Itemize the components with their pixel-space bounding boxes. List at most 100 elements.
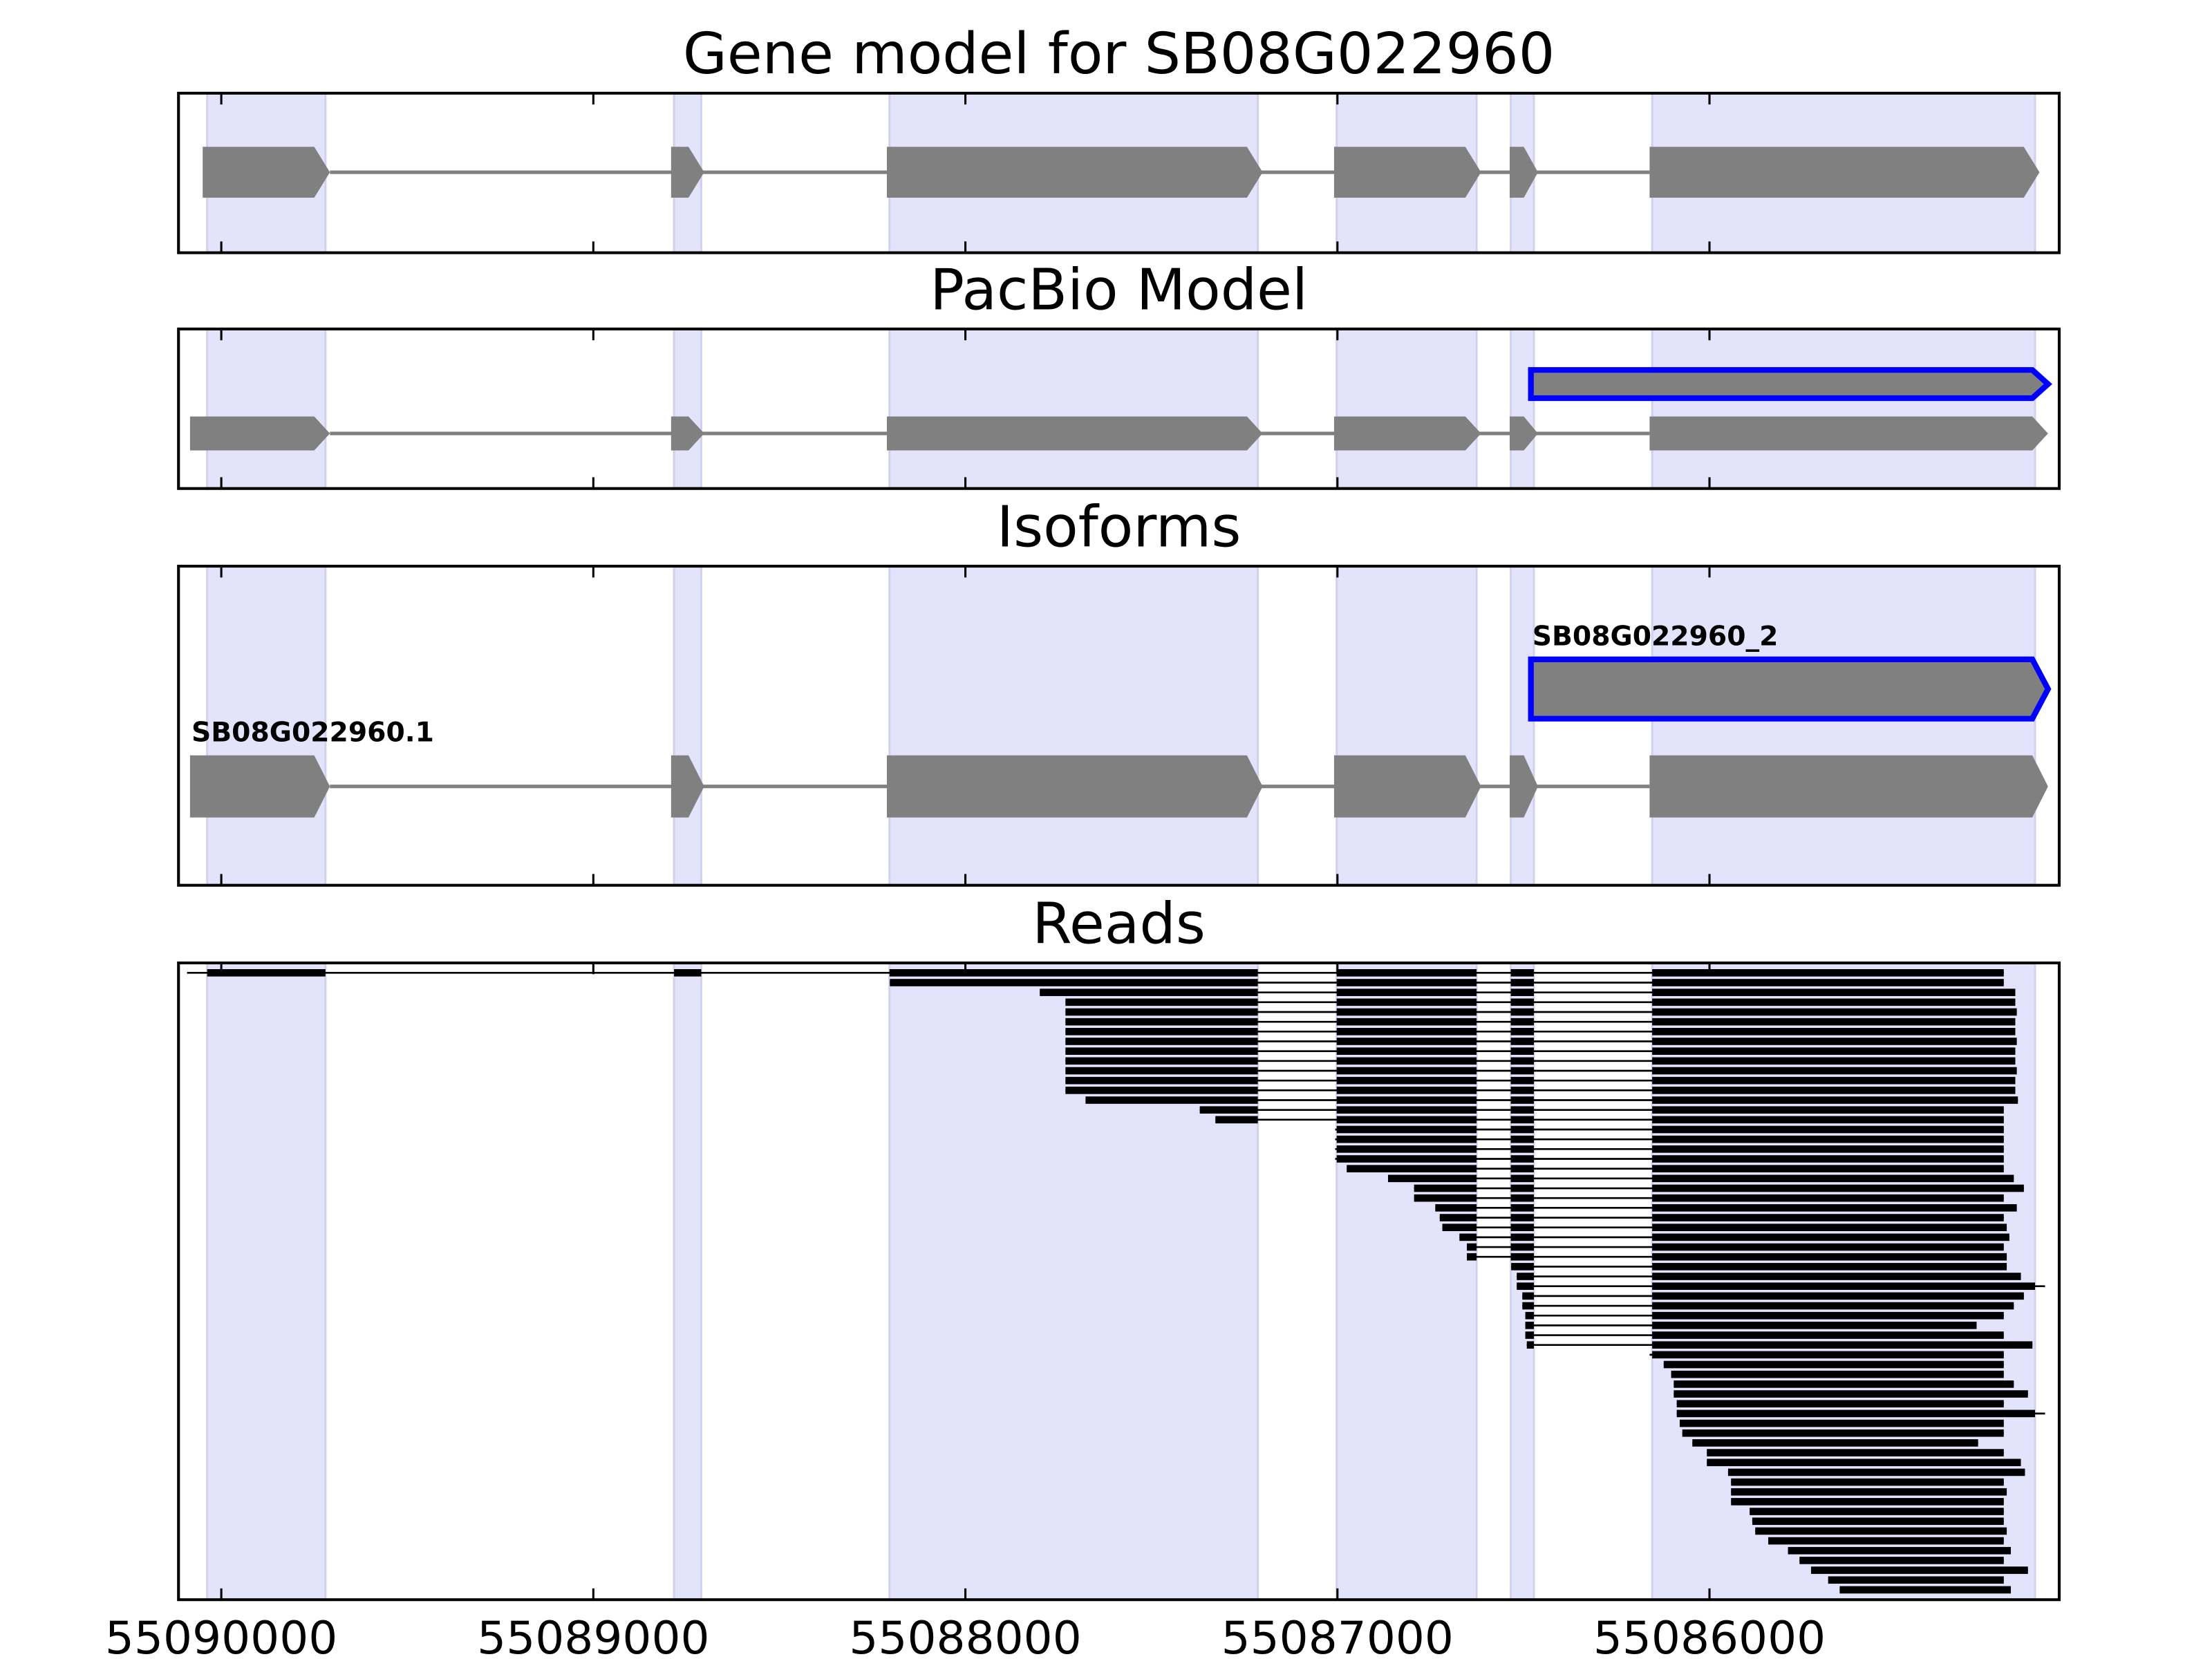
read-block	[1652, 1263, 2007, 1271]
read-block	[1671, 1370, 2004, 1378]
read-block	[1522, 1292, 1534, 1300]
read-block	[1510, 1096, 1534, 1104]
exon	[189, 755, 330, 818]
read-block	[1065, 1087, 1258, 1094]
read-block	[1522, 1302, 1534, 1310]
read-block	[1215, 1116, 1258, 1124]
read-block	[1652, 1243, 2004, 1251]
read-block	[1525, 1331, 1534, 1339]
read-block	[1065, 1018, 1258, 1026]
x-tick-label: 55089000	[477, 1611, 709, 1659]
read-block	[1336, 998, 1477, 1006]
read-block	[1810, 1566, 2028, 1574]
read-block	[1336, 1116, 1477, 1124]
exon-region	[1335, 565, 1478, 887]
read-block	[1517, 1282, 1534, 1291]
exon-region	[673, 328, 702, 490]
exon	[1649, 147, 2040, 198]
read-block	[1510, 1008, 1534, 1016]
read-block	[1510, 1106, 1534, 1114]
read-block	[1731, 1488, 2007, 1496]
read-block	[1676, 1400, 2004, 1408]
read-block	[1652, 1125, 2004, 1134]
read-block	[1467, 1243, 1477, 1251]
read-block	[1707, 1459, 2021, 1467]
read-block	[1510, 1165, 1534, 1172]
x-tick-label: 55086000	[1593, 1611, 1826, 1659]
read-block	[1525, 1311, 1534, 1320]
read-block	[1336, 1135, 1477, 1143]
exon	[887, 147, 1263, 198]
panel-frame	[177, 91, 2061, 254]
exon	[1509, 755, 1538, 818]
panel: PacBio Model	[177, 258, 2061, 490]
read-block	[1652, 1224, 2007, 1232]
read-block	[1676, 1409, 2035, 1418]
read-block	[1414, 1194, 1477, 1202]
read-block	[1652, 1047, 2016, 1055]
read-block	[1065, 1067, 1258, 1075]
read-block	[1510, 1047, 1534, 1055]
read-block	[1467, 1253, 1477, 1261]
exon	[1333, 755, 1481, 818]
exon-region	[673, 565, 702, 887]
read-block	[1510, 1076, 1534, 1085]
exon	[203, 147, 330, 198]
read-block	[1752, 1517, 2004, 1526]
exon	[887, 416, 1263, 451]
read-block	[1414, 1184, 1477, 1192]
read-block	[1510, 1018, 1534, 1026]
x-tick-label: 55088000	[849, 1611, 1081, 1659]
read-block	[1652, 1282, 2035, 1291]
read-block	[1510, 1067, 1534, 1075]
read-block	[1336, 1067, 1477, 1075]
read-block	[1336, 1096, 1477, 1104]
read-block	[1652, 979, 2004, 986]
read-block	[1336, 1008, 1477, 1016]
read-block	[1065, 1057, 1258, 1065]
read-block	[1652, 1331, 2004, 1339]
read-block	[1510, 1155, 1534, 1163]
read-block	[1510, 1204, 1534, 1212]
read-block	[1652, 1087, 2016, 1094]
read-block	[1347, 1165, 1477, 1172]
x-tick-label: 55087000	[1221, 1611, 1454, 1659]
read-block	[1652, 1145, 2004, 1153]
read-block	[1652, 1096, 2018, 1104]
read-block	[1652, 988, 2016, 996]
read-block	[1674, 1380, 2014, 1388]
read-block	[207, 969, 326, 977]
read-block	[1510, 1116, 1534, 1124]
read-block	[1839, 1586, 2011, 1594]
read-block	[1707, 1449, 2004, 1456]
exon	[1528, 656, 2052, 722]
read-block	[1336, 1087, 1477, 1094]
read-block	[1336, 1047, 1477, 1055]
read-block	[1510, 1135, 1534, 1143]
read-block	[1755, 1527, 2007, 1535]
exon-region	[206, 328, 327, 490]
panel-title: Isoforms	[997, 495, 1241, 560]
read-block	[1652, 1273, 2021, 1280]
read-block	[1511, 1263, 1534, 1271]
read-block	[1652, 1165, 2004, 1172]
read-block	[1799, 1557, 2004, 1564]
read-block	[1336, 1125, 1477, 1134]
read-block	[1199, 1106, 1258, 1114]
read-block	[1652, 1253, 2007, 1261]
read-block	[674, 969, 702, 977]
read-block	[1336, 1145, 1477, 1153]
read-block	[1336, 1076, 1477, 1085]
exon-region	[1651, 565, 2036, 887]
read-block	[1442, 1224, 1477, 1232]
read-block	[1652, 969, 2004, 977]
read-block	[1435, 1204, 1477, 1212]
exon	[1649, 755, 2048, 818]
panel-title: PacBio Model	[930, 258, 1308, 323]
exon	[1509, 416, 1538, 451]
read-block	[1510, 1174, 1534, 1183]
read-block	[1510, 988, 1534, 996]
read-block	[1652, 1341, 2033, 1349]
